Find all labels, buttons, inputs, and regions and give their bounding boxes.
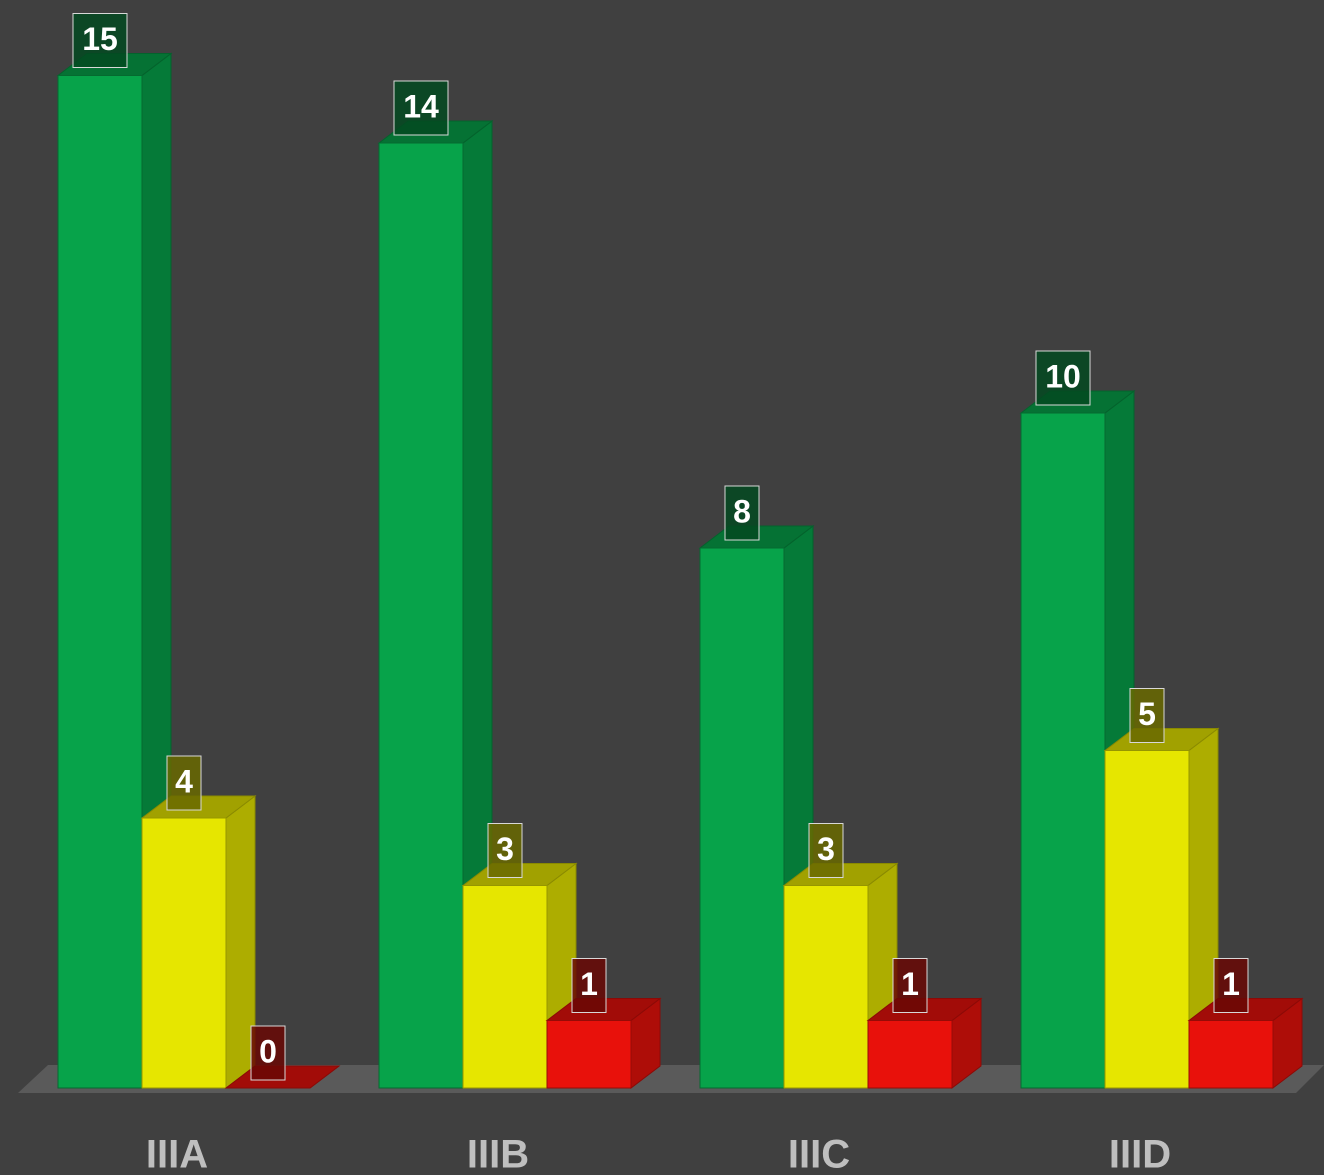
- bar-front: [462, 885, 548, 1089]
- value-label-box: [250, 1025, 286, 1081]
- value-label-box: [487, 823, 523, 878]
- value-label-box: [892, 958, 928, 1013]
- value-label: 1: [901, 966, 919, 1002]
- bar-front: [1188, 1020, 1274, 1089]
- bar: [1103, 727, 1220, 1090]
- value-label-box: [571, 958, 607, 1013]
- value-label-box: [724, 485, 760, 541]
- x-tick-label: IIID: [1109, 1133, 1171, 1175]
- bar: [140, 794, 257, 1090]
- value-label: 14: [403, 88, 439, 124]
- bar: [545, 997, 662, 1090]
- value-label: 1: [580, 966, 598, 1002]
- bar: [377, 119, 494, 1090]
- value-label-box: [1129, 688, 1165, 743]
- value-label-box: [808, 823, 844, 878]
- value-label-box: [72, 13, 128, 68]
- value-label: 5: [1138, 696, 1156, 732]
- value-label-box: [1213, 958, 1249, 1013]
- value-label-box: [393, 80, 449, 136]
- value-label: 8: [733, 493, 751, 529]
- value-label: 0: [259, 1033, 277, 1069]
- x-tick-label: IIIC: [788, 1133, 850, 1175]
- value-label: 3: [496, 831, 514, 867]
- bar-front: [1104, 750, 1190, 1089]
- value-label: 15: [82, 21, 118, 57]
- bar-front: [699, 547, 785, 1089]
- x-tick-label: IIIA: [146, 1133, 208, 1175]
- bar-front: [57, 75, 143, 1089]
- x-tick-label: IIIB: [467, 1133, 529, 1175]
- bar-front: [867, 1020, 953, 1089]
- bar-front: [1020, 412, 1106, 1089]
- bar-front: [141, 817, 227, 1089]
- value-label-box: [166, 755, 202, 811]
- bar-front: [783, 885, 869, 1089]
- value-label: 3: [817, 831, 835, 867]
- value-label: 1: [1222, 966, 1240, 1002]
- value-label-box: [1035, 350, 1091, 406]
- floor: [18, 1065, 1324, 1093]
- bar-front: [378, 142, 464, 1089]
- bar-front: [546, 1020, 632, 1089]
- value-label: 10: [1045, 358, 1081, 394]
- value-label: 4: [175, 763, 193, 799]
